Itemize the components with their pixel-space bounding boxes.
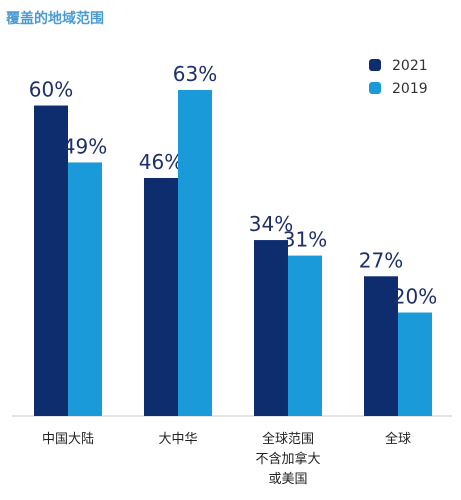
- bar-2019-1: [178, 90, 212, 416]
- data-label-2021-0: 60%: [29, 78, 73, 102]
- bar-2021-0: [34, 105, 68, 417]
- bar-2021-1: [144, 177, 178, 416]
- category-label-2-2: 或美国: [268, 472, 307, 487]
- data-label-2021-1: 46%: [139, 150, 183, 174]
- legend-label-2021: 2021: [392, 58, 428, 74]
- data-label-2021-2: 34%: [249, 212, 293, 236]
- bar-2021-3: [364, 276, 398, 416]
- chart-title: 覆盖的地域范围: [6, 11, 104, 27]
- bar-2021-2: [254, 240, 288, 416]
- legend-swatch-2021: [369, 59, 381, 71]
- category-label-3-0: 全球: [385, 431, 411, 447]
- data-label-2019-1: 63%: [173, 62, 217, 86]
- legend-swatch-2019: [369, 82, 381, 94]
- data-label-2019-0: 49%: [63, 134, 107, 158]
- category-label-1-0: 大中华: [158, 432, 197, 447]
- data-label-2021-3: 27%: [359, 248, 403, 272]
- bar-2019-3: [398, 312, 432, 416]
- data-label-2019-2: 31%: [283, 228, 327, 252]
- category-label-2-1: 不含加拿大: [255, 451, 320, 467]
- category-label-2-0: 全球范围: [262, 431, 314, 447]
- legend-label-2019: 2019: [392, 81, 428, 97]
- bar-2019-2: [288, 255, 322, 416]
- data-label-2019-3: 20%: [393, 285, 437, 309]
- category-label-0-0: 中国大陆: [42, 431, 94, 447]
- bar-2019-0: [68, 162, 102, 416]
